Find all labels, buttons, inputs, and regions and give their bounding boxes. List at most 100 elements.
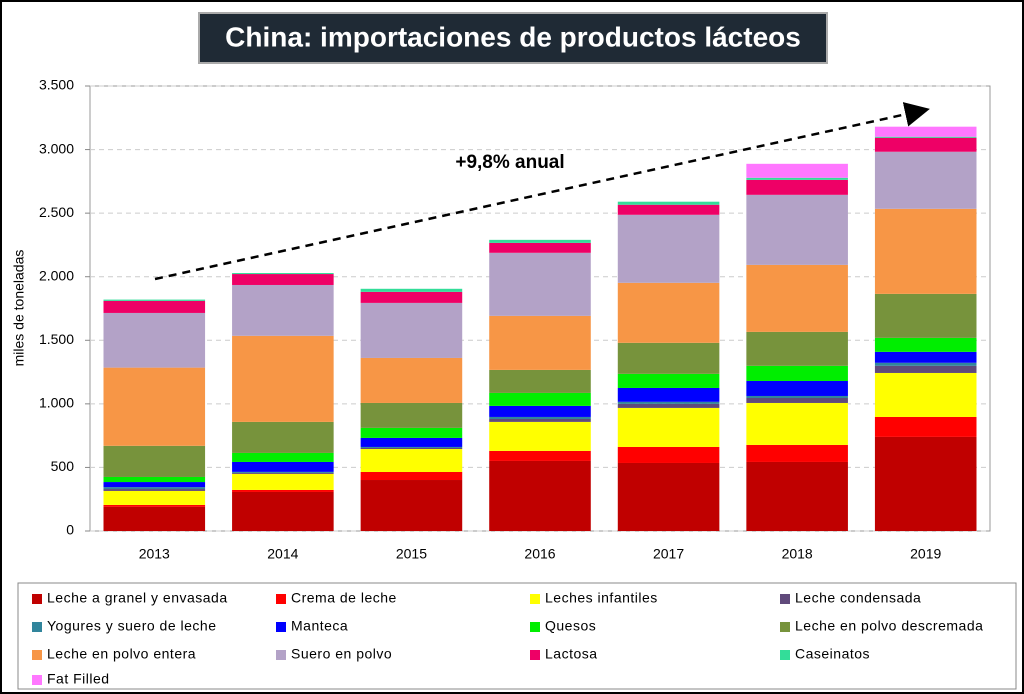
bar-segment	[360, 447, 463, 449]
bar-segment	[360, 437, 463, 447]
bar-segment	[232, 472, 334, 474]
bar-segment	[232, 461, 334, 472]
bar-segment	[617, 387, 720, 402]
legend-swatch	[32, 675, 42, 685]
y-tick-label: 3.500	[39, 77, 74, 93]
bar-segment	[103, 476, 206, 483]
legend-label: Leche en polvo descremada	[795, 618, 983, 634]
bar-segment	[103, 367, 206, 446]
bar-segment	[232, 284, 334, 336]
bar-segment	[232, 273, 334, 275]
bar-segment	[617, 407, 720, 447]
bar-segment	[232, 274, 334, 285]
legend-swatch	[32, 622, 42, 632]
bar-segment	[874, 362, 977, 366]
bar-segment	[746, 163, 848, 178]
bar-segment	[489, 421, 591, 451]
bar-segment	[617, 373, 720, 388]
legend-box	[17, 582, 1017, 690]
bar-segment	[746, 395, 848, 399]
bar-segment	[874, 137, 977, 152]
bar-segment	[489, 416, 591, 419]
bar-segment	[617, 282, 720, 343]
bar-segment	[489, 460, 591, 531]
bar-segment	[617, 403, 720, 408]
legend-label: Leche condensada	[795, 590, 921, 606]
bar-segment	[617, 201, 720, 205]
legend-swatch	[32, 650, 42, 660]
bar-segment	[617, 462, 720, 531]
legend-swatch	[276, 650, 286, 660]
legend-label: Crema de leche	[291, 590, 397, 606]
x-tick-label: 2017	[653, 546, 684, 562]
bar-segment	[746, 380, 848, 396]
bar-segment	[874, 372, 977, 417]
bar-segment	[746, 398, 848, 403]
legend-label: Lactosa	[545, 646, 598, 662]
bar-segment	[874, 365, 977, 373]
bar-segment	[874, 416, 977, 437]
bar-segment	[489, 369, 591, 393]
bar-segment	[874, 337, 977, 352]
bar-segment	[489, 418, 591, 422]
bar-segment	[746, 402, 848, 445]
bar-segment	[232, 452, 334, 462]
y-tick-label: 0	[66, 522, 74, 538]
bar-segment	[874, 136, 977, 138]
bar-segment	[489, 450, 591, 461]
trend-arrow	[154, 102, 930, 281]
bar-segment	[103, 504, 206, 507]
legend-label: Quesos	[545, 618, 596, 634]
bar-segment	[360, 302, 463, 358]
legend-label: Manteca	[291, 618, 348, 634]
legend-swatch	[530, 594, 540, 604]
bars	[90, 85, 990, 532]
legend-swatch	[530, 622, 540, 632]
bar-segment	[232, 473, 334, 490]
legend-swatch	[780, 622, 790, 632]
legend-swatch	[530, 650, 540, 660]
bar-segment	[489, 239, 591, 243]
bar-segment	[103, 445, 206, 477]
bar-segment	[617, 446, 720, 463]
legend-swatch	[276, 622, 286, 632]
bar-segment	[232, 421, 334, 453]
legend-label: Caseinatos	[795, 646, 870, 662]
bar-segment	[232, 335, 334, 422]
bar-segment	[617, 342, 720, 374]
legend-label: Leche en polvo entera	[47, 646, 196, 662]
legend-label: Leche a granel y envasada	[47, 590, 228, 606]
bar-segment	[232, 491, 334, 531]
bar-segment	[874, 208, 977, 294]
y-tick-label: 3.000	[39, 140, 74, 156]
y-tick-label: 2.500	[39, 204, 74, 220]
legend-swatch	[276, 594, 286, 604]
legend-label: Fat Filled	[47, 671, 110, 687]
legend-label: Leches infantiles	[545, 590, 658, 606]
bar-segment	[617, 214, 720, 283]
bar-segment	[489, 242, 591, 253]
legend-swatch	[780, 650, 790, 660]
bar-segment	[874, 436, 977, 531]
title-box	[198, 12, 828, 64]
bar-segment	[360, 480, 463, 531]
legend-label: Suero en polvo	[291, 646, 392, 662]
bar-segment	[874, 151, 977, 209]
bar-segment	[360, 448, 463, 473]
bar-segment	[360, 472, 463, 481]
legend-label: Yogures y suero de leche	[47, 618, 216, 634]
bar-segment	[746, 194, 848, 265]
annotation: +9,8% anual	[455, 152, 564, 173]
bar-segment	[103, 489, 206, 491]
bar-segment	[103, 487, 206, 490]
bar-segment	[617, 401, 720, 404]
y-tick-label: 1.000	[39, 395, 74, 411]
bar-segment	[746, 177, 848, 180]
bar-segment	[874, 126, 977, 137]
legend-swatch	[780, 594, 790, 604]
x-tick-label: 2013	[139, 546, 170, 562]
bar-segment	[617, 204, 720, 215]
bar-segment	[360, 446, 463, 448]
